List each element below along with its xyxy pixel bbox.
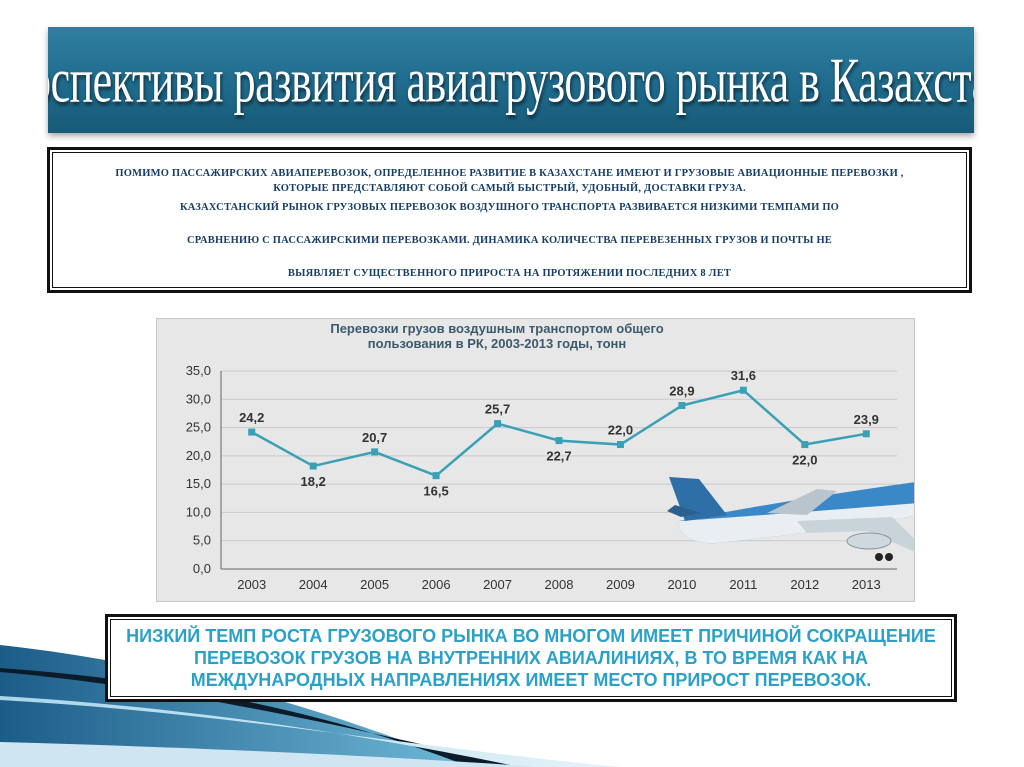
conclusion-text: НИЗКИЙ ТЕМП РОСТА ГРУЗОВОГО РЫНКА ВО МНО… <box>126 626 936 690</box>
airplane-far-wing <box>767 489 837 515</box>
data-label: 25,7 <box>485 402 510 417</box>
x-tick-label: 2012 <box>790 577 819 592</box>
x-tick-label: 2006 <box>422 577 451 592</box>
x-tick-label: 2007 <box>483 577 512 592</box>
airplane-image <box>667 477 914 561</box>
data-point <box>555 437 563 445</box>
data-point <box>432 472 440 480</box>
y-tick-label: 25,0 <box>186 420 211 435</box>
data-point <box>801 441 809 449</box>
pale-ribbon <box>0 742 540 767</box>
data-label: 18,2 <box>301 474 326 489</box>
airplane-belly <box>678 503 914 544</box>
y-tick-label: 15,0 <box>186 476 211 491</box>
line-chart-plot: 0,0 5,0 10,0 15,0 20,0 25,0 30,0 35,0 2003 2004 20… <box>186 363 914 592</box>
slide-title: Перспективы развития авиагрузового рынка… <box>48 44 974 116</box>
chart-title: Перевозки грузов воздушным транспортом о… <box>157 321 837 351</box>
y-tick-label: 35,0 <box>186 363 211 378</box>
dark-ribbon <box>0 668 520 767</box>
title-banner: Перспективы развития авиагрузового рынка… <box>48 27 974 133</box>
data-label: 20,7 <box>362 430 387 445</box>
y-tick-label: 20,0 <box>186 448 211 463</box>
data-point <box>309 462 317 470</box>
data-label: 16,5 <box>423 484 448 499</box>
y-tick-label: 5,0 <box>193 533 211 548</box>
intro-line: СРАВНЕНИЮ С ПАССАЖИРСКИМИ ПЕРЕВОЗКАМИ. Д… <box>186 235 833 246</box>
chart-title-line: Перевозки грузов воздушным транспортом о… <box>330 321 664 336</box>
data-label: 22,7 <box>546 449 571 464</box>
y-tick-label: 0,0 <box>193 561 211 576</box>
conclusion-box: НИЗКИЙ ТЕМП РОСТА ГРУЗОВОГО РЫНКА ВО МНО… <box>105 614 957 702</box>
airplane-wheel <box>885 553 893 561</box>
x-tick-label: 2003 <box>237 577 266 592</box>
intro-text-box: ПОМИМО ПАССАЖИРСКИХ АВИАПЕРЕВОЗОК, ОПРЕД… <box>47 147 972 293</box>
airplane-wing <box>797 517 914 551</box>
x-tick-label: 2008 <box>545 577 574 592</box>
intro-line: ВЫЯВЛЯЕТ СУЩЕСТВЕННОГО ПРИРОСТА НА ПРОТЯ… <box>287 268 732 279</box>
intro-line: КАЗАХСТАНСКИЙ РЫНОК ГРУЗОВЫХ ПЕРЕВОЗОК В… <box>179 202 840 213</box>
data-point <box>862 430 870 438</box>
data-label: 23,9 <box>854 412 879 427</box>
x-tick-label: 2009 <box>606 577 635 592</box>
intro-line: ПОМИМО ПАССАЖИРСКИХ АВИАПЕРЕВОЗОК, ОПРЕД… <box>115 168 904 179</box>
x-tick-label: 2005 <box>360 577 389 592</box>
data-point <box>248 428 256 436</box>
data-label: 22,0 <box>792 453 817 468</box>
x-tick-label: 2004 <box>299 577 328 592</box>
data-label: 28,9 <box>669 384 694 399</box>
data-point <box>678 402 686 410</box>
y-tick-label: 10,0 <box>186 504 211 519</box>
data-point <box>494 420 502 428</box>
airplane-wheel <box>875 553 883 561</box>
data-label: 31,6 <box>731 368 756 383</box>
data-point <box>739 386 747 394</box>
chart-title-line: пользования в РК, 2003-2013 годы, тонн <box>367 336 627 351</box>
airplane-stabilizer <box>667 505 701 517</box>
data-label: 22,0 <box>608 423 633 438</box>
x-tick-label: 2011 <box>729 577 757 592</box>
y-tick-label: 30,0 <box>186 391 211 406</box>
intro-line: КОТОРЫЕ ПРЕДСТАВЛЯЮТ СОБОЙ САМЫЙ БЫСТРЫЙ… <box>273 183 746 194</box>
cargo-chart: Перевозки грузов воздушным транспортом о… <box>156 318 915 602</box>
x-tick-label: 2013 <box>852 577 881 592</box>
x-tick-label: 2010 <box>667 577 696 592</box>
light-ribbon <box>0 696 620 767</box>
data-point <box>616 441 624 449</box>
data-label: 24,2 <box>239 410 264 425</box>
data-point <box>371 448 379 456</box>
airplane-engine <box>846 532 892 550</box>
